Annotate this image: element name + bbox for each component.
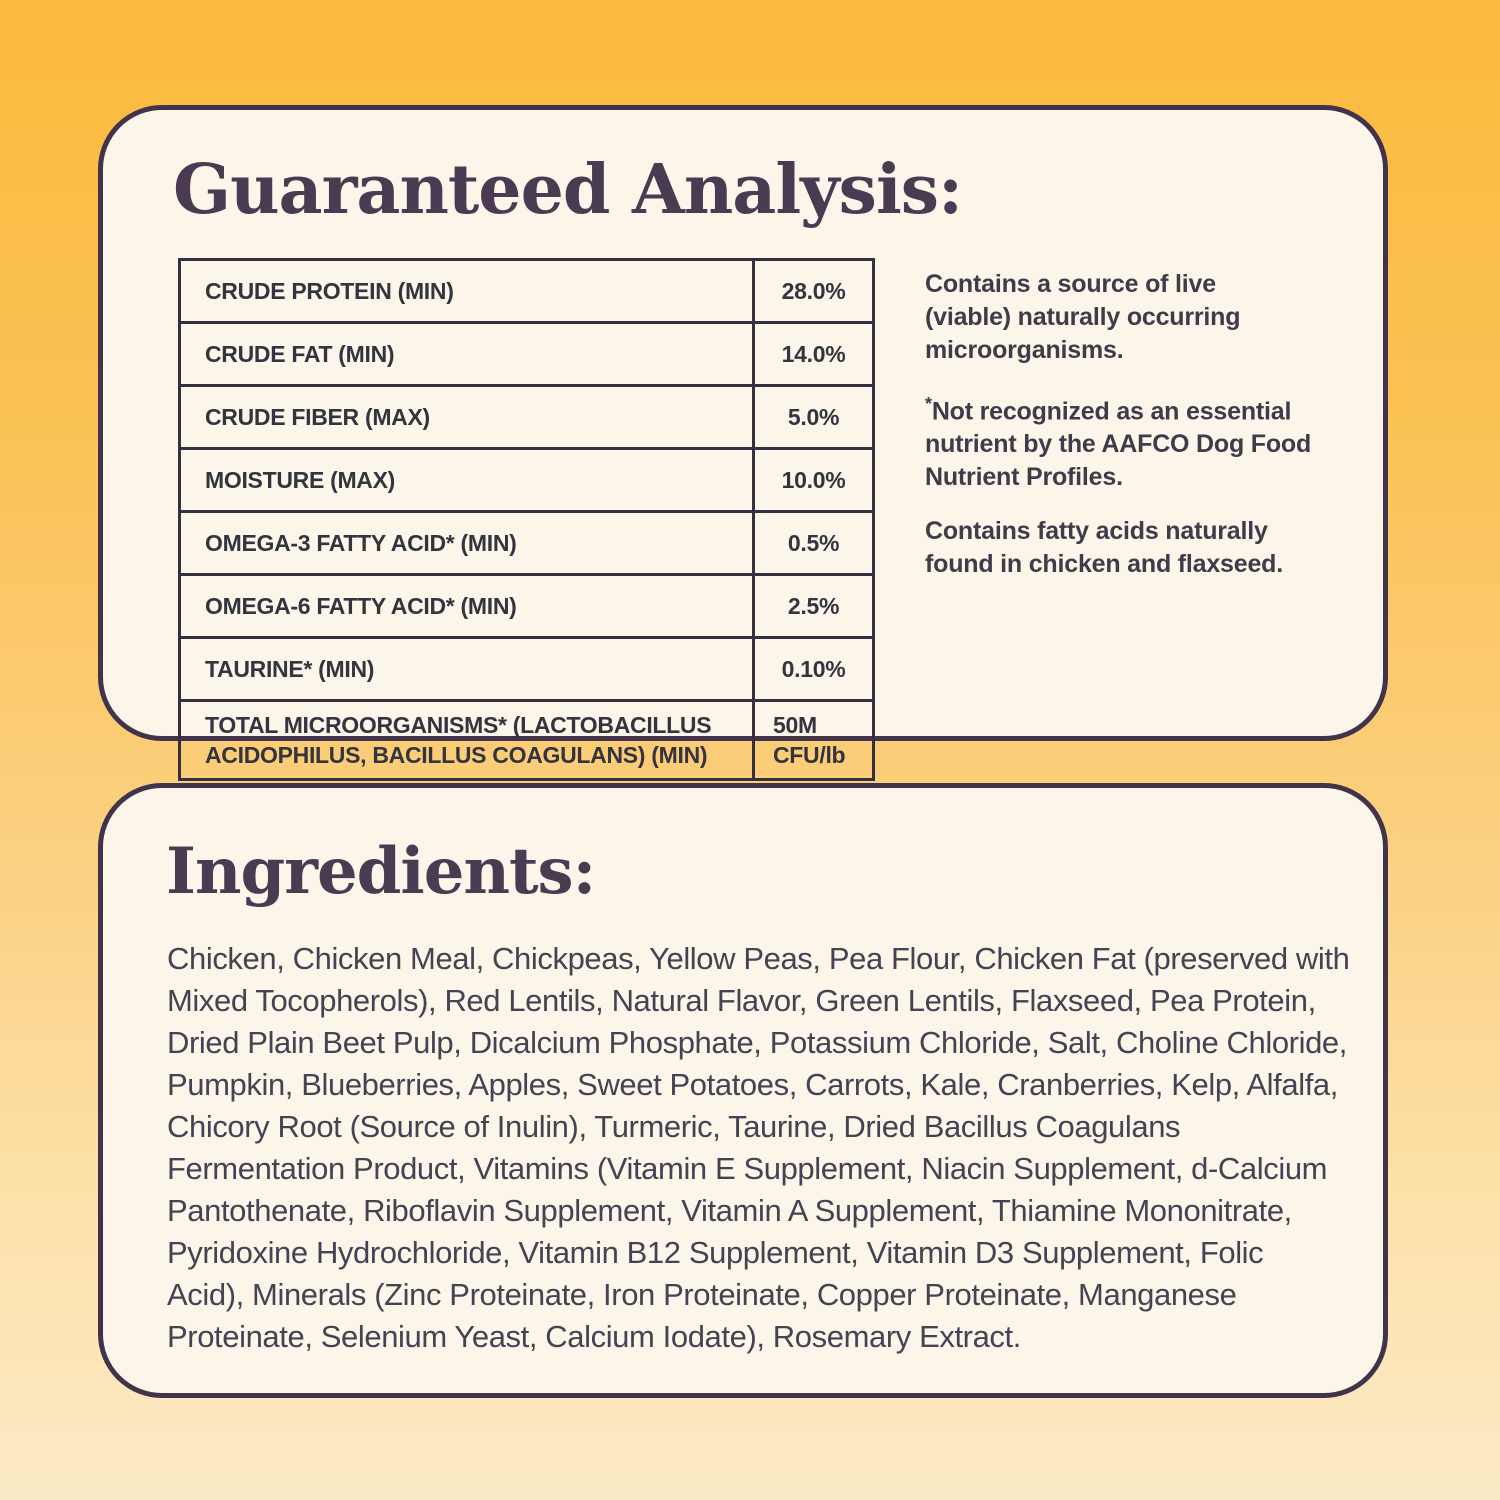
analysis-note: Contains fatty acids naturally found in …: [925, 517, 1283, 579]
nutrient-value: 2.5%: [752, 573, 875, 639]
nutrient-label: CRUDE PROTEIN (MIN): [178, 258, 755, 324]
nutrient-label: CRUDE FAT (MIN): [178, 321, 755, 387]
analysis-note: Contains a source of live (viable) natur…: [925, 270, 1241, 364]
nutrient-value: 28.0%: [752, 258, 875, 324]
nutrient-label: TOTAL MICROORGANISMS* (LACTOBACILLUS ACI…: [178, 699, 755, 781]
guaranteed-analysis-notes: Contains a source of live (viable) natur…: [925, 268, 1370, 602]
ingredients-panel: Ingredients: Chicken, Chicken Meal, Chic…: [98, 783, 1388, 1398]
table-row: CRUDE PROTEIN (MIN) 28.0%: [178, 258, 875, 324]
nutrient-label: TAURINE* (MIN): [178, 636, 755, 702]
table-row: TAURINE* (MIN) 0.10%: [178, 636, 875, 702]
nutrient-value: 0.10%: [752, 636, 875, 702]
nutrient-label: MOISTURE (MAX): [178, 447, 755, 513]
nutrient-value: 0.5%: [752, 510, 875, 576]
ingredients-text: Chicken, Chicken Meal, Chickpeas, Yellow…: [167, 941, 1350, 1354]
guaranteed-analysis-panel: Guaranteed Analysis: CRUDE PROTEIN (MIN)…: [98, 105, 1388, 781]
nutrient-value: 5.0%: [752, 384, 875, 450]
nutrient-value: 14.0%: [752, 321, 875, 387]
table-row: OMEGA-6 FATTY ACID* (MIN) 2.5%: [178, 573, 875, 639]
table-row: CRUDE FAT (MIN) 14.0%: [178, 321, 875, 387]
nutrient-value: 50M CFU/lb: [752, 699, 875, 781]
guaranteed-analysis-table: CRUDE PROTEIN (MIN) 28.0% CRUDE FAT (MIN) 1…: [178, 258, 875, 781]
ingredients-title: Ingredients:: [166, 834, 596, 909]
analysis-note: *Not recognized as an essential nutrient…: [925, 394, 1312, 492]
nutrient-label: OMEGA-3 FATTY ACID* (MIN): [178, 510, 755, 576]
table-row: OMEGA-3 FATTY ACID* (MIN) 0.5%: [178, 510, 875, 576]
nutrient-label: CRUDE FIBER (MAX): [178, 384, 755, 450]
nutrient-label: OMEGA-6 FATTY ACID* (MIN): [178, 573, 755, 639]
nutrient-value: 10.0%: [752, 447, 875, 513]
guaranteed-analysis-title: Guaranteed Analysis:: [173, 150, 963, 230]
table-row: MOISTURE (MAX) 10.0%: [178, 447, 875, 513]
table-row: TOTAL MICROORGANISMS* (LACTOBACILLUS ACI…: [178, 699, 875, 781]
table-row: CRUDE FIBER (MAX) 5.0%: [178, 384, 875, 450]
